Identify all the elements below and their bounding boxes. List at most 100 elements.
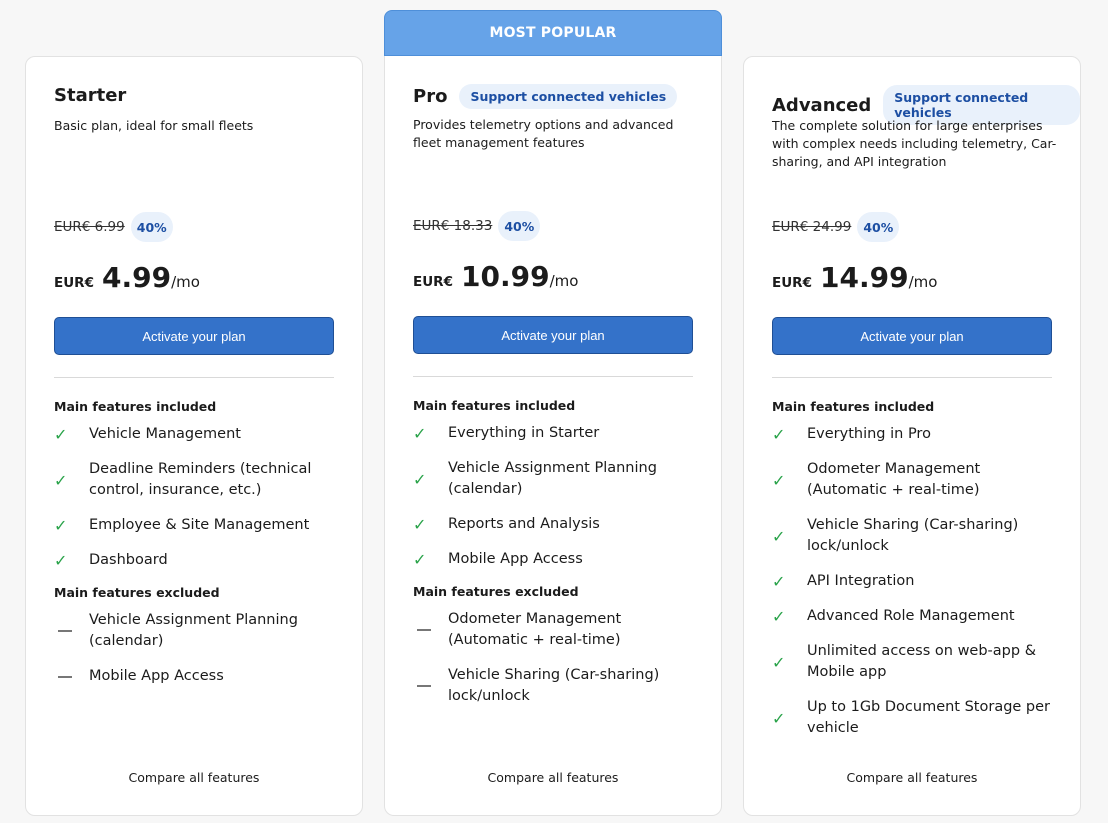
plan-description: Provides telemetry options and advanced … xyxy=(413,117,674,150)
check-icon: ✓ xyxy=(772,425,786,444)
feature-excluded: Mobile App Access xyxy=(54,666,344,687)
feature-list: Main features included ✓ Vehicle Managemen… xyxy=(54,399,344,701)
price: EUR€ 14.99/mo xyxy=(772,261,937,294)
compare-features-link[interactable]: Compare all features xyxy=(846,770,978,785)
plan-title: Advanced xyxy=(772,94,872,116)
feature-included: ✓ Unlimited access on web-app & Mobile ap… xyxy=(772,641,1062,683)
check-icon: ✓ xyxy=(54,470,68,490)
dash-icon xyxy=(54,630,89,632)
dash-icon xyxy=(54,675,89,678)
plan-card-pro: Pro Support connected vehicles Provides t… xyxy=(384,56,722,816)
included-heading: Main features included xyxy=(54,399,217,414)
check-icon: ✓ xyxy=(54,551,68,570)
feature-label: Advanced Role Management xyxy=(807,608,1015,624)
feature-label: Up to 1Gb Document Storage per vehicle xyxy=(807,699,1051,736)
price-amount: 10.99 xyxy=(460,260,550,293)
feature-label: Vehicle Sharing (Car-sharing) lock/unloc… xyxy=(448,667,660,704)
feature-included: ✓ Vehicle Management xyxy=(54,424,344,445)
connected-vehicles-badge: Support connected vehicles xyxy=(883,85,1080,125)
divider xyxy=(772,377,1052,378)
feature-label: Mobile App Access xyxy=(448,551,583,567)
check-icon: ✓ xyxy=(413,515,427,534)
feature-excluded: Vehicle Assignment Planning (calendar) xyxy=(54,610,344,652)
feature-included: ✓ Everything in Pro xyxy=(772,424,1062,445)
divider xyxy=(54,377,334,378)
feature-label: Unlimited access on web-app & Mobile app xyxy=(807,643,1036,680)
plan-card-advanced: Advanced Support connected vehicles The c… xyxy=(743,56,1081,816)
feature-label: Employee & Site Management xyxy=(89,517,310,533)
discount-badge: 40% xyxy=(857,212,900,242)
most-popular-banner: MOST POPULAR xyxy=(384,10,722,56)
feature-excluded: Odometer Management (Automatic + real-ti… xyxy=(413,609,703,651)
included-heading: Main features included xyxy=(772,399,935,414)
feature-included: ✓ Employee & Site Management xyxy=(54,515,344,536)
currency: EUR€ xyxy=(772,275,812,291)
check-icon: ✓ xyxy=(772,708,786,728)
activate-plan-button[interactable]: Activate your plan xyxy=(772,317,1052,355)
feature-included: ✓ Mobile App Access xyxy=(413,549,703,570)
check-icon: ✓ xyxy=(772,526,786,546)
dash-icon xyxy=(413,629,448,631)
feature-label: Dashboard xyxy=(89,552,168,568)
check-icon: ✓ xyxy=(413,469,427,489)
currency: EUR€ xyxy=(54,275,94,291)
feature-included: ✓ Advanced Role Management xyxy=(772,606,1062,627)
price-period: /mo xyxy=(908,273,938,291)
price-amount: 14.99 xyxy=(819,261,909,294)
feature-included: ✓ API Integration xyxy=(772,571,1062,592)
plan-description: The complete solution for large enterpri… xyxy=(772,118,1057,169)
included-heading: Main features included xyxy=(413,398,576,413)
currency: EUR€ xyxy=(413,274,453,290)
excluded-heading: Main features excluded xyxy=(54,585,220,600)
plan-title: Pro xyxy=(413,86,448,107)
feature-label: Mobile App Access xyxy=(89,668,224,684)
price: EUR€ 4.99/mo xyxy=(54,261,200,294)
excluded-heading: Main features excluded xyxy=(413,584,579,599)
feature-label: Reports and Analysis xyxy=(448,516,600,532)
check-icon: ✓ xyxy=(54,516,68,535)
feature-included: ✓ Vehicle Assignment Planning (calendar) xyxy=(413,458,703,500)
discount-badge: 40% xyxy=(130,212,173,242)
feature-label: Everything in Pro xyxy=(807,426,931,442)
feature-included: ✓ Dashboard xyxy=(54,550,344,571)
compare-features-link[interactable]: Compare all features xyxy=(128,770,260,785)
feature-included: ✓ Up to 1Gb Document Storage per vehicle xyxy=(772,697,1062,739)
price-amount: 4.99 xyxy=(101,261,172,294)
activate-plan-button[interactable]: Activate your plan xyxy=(54,317,334,355)
feature-label: Everything in Starter xyxy=(448,425,600,441)
activate-plan-button[interactable]: Activate your plan xyxy=(413,316,693,354)
check-icon: ✓ xyxy=(772,572,786,591)
price-period: /mo xyxy=(549,272,579,290)
original-price: EUR€ 6.99 xyxy=(54,219,125,235)
feature-label: Vehicle Management xyxy=(89,426,241,442)
check-icon: ✓ xyxy=(772,652,786,672)
feature-included: ✓ Everything in Starter xyxy=(413,423,703,444)
dash-icon xyxy=(413,685,448,687)
feature-included: ✓ Odometer Management (Automatic + real-t… xyxy=(772,459,1062,501)
check-icon: ✓ xyxy=(413,550,427,569)
feature-list: Main features included ✓ Everything in Sta… xyxy=(413,398,703,721)
check-icon: ✓ xyxy=(772,470,786,490)
feature-list: Main features included ✓ Everything in Pro… xyxy=(772,399,1062,753)
feature-label: API Integration xyxy=(807,573,915,589)
plan-description: Basic plan, ideal for small fleets xyxy=(54,118,254,133)
feature-label: Odometer Management (Automatic + real-ti… xyxy=(448,611,622,648)
check-icon: ✓ xyxy=(54,425,68,444)
discount-badge: 40% xyxy=(498,211,541,241)
divider xyxy=(413,376,693,377)
price: EUR€ 10.99/mo xyxy=(413,260,578,293)
plan-title: Starter xyxy=(54,85,127,106)
feature-included: ✓ Reports and Analysis xyxy=(413,514,703,535)
feature-label: Vehicle Sharing (Car-sharing) lock/unloc… xyxy=(807,517,1019,554)
original-price: EUR€ 24.99 xyxy=(772,219,852,235)
compare-features-link[interactable]: Compare all features xyxy=(487,770,619,785)
connected-vehicles-badge: Support connected vehicles xyxy=(459,84,678,109)
feature-included: ✓ Deadline Reminders (technical control, … xyxy=(54,459,344,501)
feature-label: Vehicle Assignment Planning (calendar) xyxy=(448,460,657,497)
feature-label: Deadline Reminders (technical control, i… xyxy=(89,461,312,498)
check-icon: ✓ xyxy=(413,424,427,443)
plan-card-starter: Starter Basic plan, ideal for small flee… xyxy=(25,56,363,816)
price-period: /mo xyxy=(171,273,200,291)
feature-included: ✓ Vehicle Sharing (Car-sharing) lock/unlo… xyxy=(772,515,1062,557)
original-price: EUR€ 18.33 xyxy=(413,218,493,234)
